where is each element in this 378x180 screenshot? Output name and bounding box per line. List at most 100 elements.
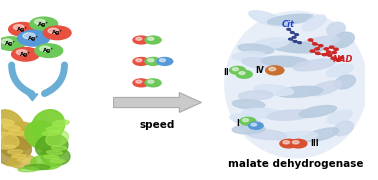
Text: II: II [223,68,229,77]
Circle shape [316,52,320,55]
Circle shape [330,46,334,48]
Text: Ag⁺: Ag⁺ [38,21,49,26]
Text: Ag⁺: Ag⁺ [28,36,39,41]
Circle shape [133,79,149,87]
Ellipse shape [333,121,353,136]
Ellipse shape [297,36,339,51]
Circle shape [12,48,39,61]
Circle shape [236,70,252,78]
Circle shape [232,68,239,71]
Text: malate dehydrogenase: malate dehydrogenase [228,159,364,170]
Circle shape [30,17,57,31]
Circle shape [298,42,301,44]
Circle shape [136,80,142,83]
Circle shape [339,57,344,59]
Circle shape [35,44,63,57]
Circle shape [315,48,319,50]
Circle shape [334,48,338,50]
Ellipse shape [50,159,65,163]
Circle shape [292,141,299,144]
Circle shape [229,66,246,74]
Circle shape [290,139,307,148]
Circle shape [136,37,142,40]
Ellipse shape [0,132,19,148]
Ellipse shape [276,86,323,97]
Circle shape [43,26,71,40]
Ellipse shape [36,134,68,158]
Circle shape [280,139,297,148]
Circle shape [133,57,149,65]
Ellipse shape [269,41,323,53]
Ellipse shape [254,85,294,95]
Ellipse shape [9,130,26,135]
Ellipse shape [230,114,260,123]
Ellipse shape [0,119,14,125]
Ellipse shape [332,32,354,48]
Ellipse shape [232,100,265,109]
Circle shape [239,72,245,75]
Circle shape [43,26,71,40]
Circle shape [148,80,154,83]
Ellipse shape [335,75,355,89]
Circle shape [293,40,297,42]
Polygon shape [114,93,201,112]
Circle shape [331,57,335,59]
Text: Cit: Cit [282,20,295,29]
Circle shape [287,28,290,30]
Circle shape [319,45,323,47]
Ellipse shape [326,64,353,77]
Ellipse shape [308,81,342,96]
Polygon shape [27,94,38,101]
Ellipse shape [46,126,64,131]
Circle shape [240,117,256,125]
Text: III: III [310,139,318,148]
Ellipse shape [238,44,274,54]
Text: I: I [236,120,239,129]
Ellipse shape [44,155,59,159]
Ellipse shape [304,128,339,141]
Ellipse shape [31,155,62,170]
Circle shape [243,119,249,122]
Text: NAD: NAD [333,55,353,64]
Circle shape [30,17,57,31]
Ellipse shape [41,147,70,165]
Ellipse shape [303,15,326,31]
Circle shape [160,59,166,62]
Ellipse shape [327,110,352,124]
Circle shape [2,39,12,44]
Circle shape [289,38,292,40]
Circle shape [23,33,35,39]
Text: Ag⁺: Ag⁺ [17,27,28,32]
Ellipse shape [293,59,335,71]
Circle shape [295,34,299,35]
Circle shape [290,32,294,33]
Circle shape [251,123,257,126]
Ellipse shape [232,125,265,134]
Circle shape [40,46,50,51]
Circle shape [145,36,161,44]
Ellipse shape [51,146,67,150]
Circle shape [249,122,263,129]
Ellipse shape [247,130,287,140]
Circle shape [16,50,27,55]
Circle shape [145,57,161,65]
Circle shape [35,44,63,57]
Text: speed: speed [140,120,175,130]
Ellipse shape [25,121,60,150]
Circle shape [292,36,296,38]
Circle shape [145,36,161,44]
Circle shape [9,22,36,36]
Circle shape [133,36,149,44]
Circle shape [324,48,328,50]
Ellipse shape [239,91,273,100]
Ellipse shape [0,147,25,165]
Text: Ag⁺: Ag⁺ [43,48,54,53]
Text: Ag⁺: Ag⁺ [5,41,17,46]
Circle shape [283,141,290,144]
Circle shape [17,30,50,46]
Circle shape [236,70,252,78]
Circle shape [157,57,173,65]
Circle shape [136,59,142,62]
Circle shape [133,79,149,87]
Ellipse shape [274,131,318,142]
